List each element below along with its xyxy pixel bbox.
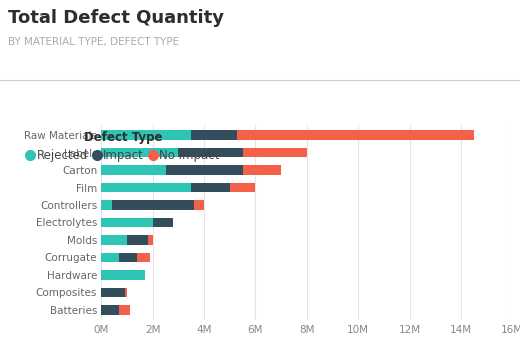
Bar [153,218,173,227]
Bar [243,148,307,157]
Bar [230,183,255,192]
Text: BY MATERIAL TYPE, DEFECT TYPE: BY MATERIAL TYPE, DEFECT TYPE [8,37,179,47]
Bar [101,305,120,315]
Bar [101,165,165,175]
Legend: Rejected, Impact, No Impact: Rejected, Impact, No Impact [27,131,220,162]
Bar [112,200,194,210]
Bar [101,218,153,227]
Bar [101,183,191,192]
Bar [127,235,148,245]
Bar [148,235,153,245]
Bar [165,165,243,175]
Bar [194,200,204,210]
Bar [101,235,127,245]
Bar [243,165,281,175]
Bar [178,148,243,157]
Bar [101,130,191,140]
Bar [137,253,150,262]
Bar [101,288,124,297]
Bar [191,130,238,140]
Bar [101,253,120,262]
Bar [191,183,230,192]
Bar [101,148,178,157]
Text: Total Defect Quantity: Total Defect Quantity [8,9,224,27]
Bar [101,200,112,210]
Bar [120,305,129,315]
Bar [101,270,145,280]
Bar [120,253,137,262]
Bar [238,130,474,140]
Bar [124,288,127,297]
